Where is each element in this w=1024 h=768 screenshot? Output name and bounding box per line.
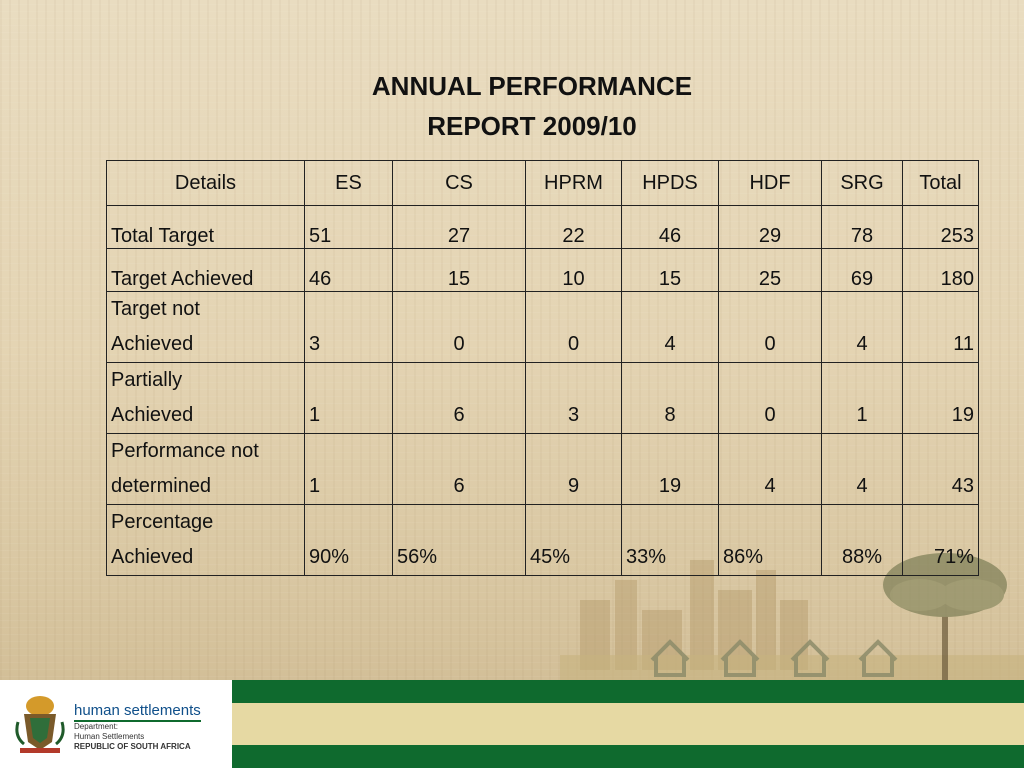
table-cell: 56% xyxy=(392,504,526,576)
header-hpds: HPDS xyxy=(621,160,719,206)
coat-of-arms-icon xyxy=(15,696,65,753)
table-cell: 15 xyxy=(621,248,719,292)
table-cell: 0 xyxy=(525,291,622,363)
row-label-line-1: Performance not xyxy=(111,440,259,462)
row-label: Partially Achieved xyxy=(106,362,305,434)
row-label-line-2: determined xyxy=(111,475,212,497)
house-icon xyxy=(650,639,898,677)
table-cell: 29 xyxy=(718,205,822,249)
row-label-line-1: Percentage xyxy=(111,511,214,533)
table-cell: 0 xyxy=(718,291,822,363)
table-cell: 46 xyxy=(304,248,393,292)
header-hdf: HDF xyxy=(718,160,822,206)
table-cell: 4 xyxy=(821,433,903,505)
table-cell: 19 xyxy=(621,433,719,505)
title-line-1: ANNUAL PERFORMANCE xyxy=(371,71,693,101)
table-row: Partially Achieved 1 6 3 8 0 1 19 xyxy=(106,362,979,434)
row-label-line-2: Achieved xyxy=(111,333,194,355)
header-hprm: HPRM xyxy=(525,160,622,206)
table-cell: 3 xyxy=(525,362,622,434)
header-es: ES xyxy=(304,160,393,206)
table-cell: 1 xyxy=(304,362,393,434)
table-cell: 180 xyxy=(902,248,979,292)
header-details: Details xyxy=(106,160,305,206)
table-cell: 6 xyxy=(392,433,526,505)
table-cell: 15 xyxy=(392,248,526,292)
dept-line-3: REPUBLIC OF SOUTH AFRICA xyxy=(74,742,191,751)
performance-table: Details ES CS HPRM HPDS HDF SRG Total To… xyxy=(106,160,979,576)
header-total: Total xyxy=(902,160,979,206)
table-cell: 10 xyxy=(525,248,622,292)
table-cell: 1 xyxy=(304,433,393,505)
footer-stripe-top xyxy=(232,680,1024,703)
table-cell: 253 xyxy=(902,205,979,249)
table-cell: 8 xyxy=(621,362,719,434)
table-cell: 22 xyxy=(525,205,622,249)
header-cs: CS xyxy=(392,160,526,206)
table-cell: 33% xyxy=(621,504,719,576)
table-cell: 4 xyxy=(821,291,903,363)
table-cell: 0 xyxy=(392,291,526,363)
table-cell: 27 xyxy=(392,205,526,249)
row-label: Total Target xyxy=(106,205,305,249)
table-cell: 51 xyxy=(304,205,393,249)
table-row: Performance not determined 1 6 9 19 4 4 4… xyxy=(106,433,979,505)
table-cell: 1 xyxy=(821,362,903,434)
table-cell: 43 xyxy=(902,433,979,505)
dept-line-2: Human Settlements xyxy=(74,732,145,741)
table-cell: 45% xyxy=(525,504,622,576)
table-cell: 19 xyxy=(902,362,979,434)
table-header-row: Details ES CS HPRM HPDS HDF SRG Total xyxy=(106,160,979,206)
table-cell: 90% xyxy=(304,504,393,576)
table-cell: 71% xyxy=(902,504,979,576)
table-cell: 11 xyxy=(902,291,979,363)
dept-line-1: Department: xyxy=(74,722,119,731)
brand-block: human settlements Department: Human Sett… xyxy=(74,702,201,752)
brand-name: human settlements xyxy=(74,702,201,722)
table-cell: 46 xyxy=(621,205,719,249)
row-label: Performance not determined xyxy=(106,433,305,505)
table-row: Target not Achieved 3 0 0 4 0 4 11 xyxy=(106,291,979,363)
table-cell: 0 xyxy=(718,362,822,434)
logo-area: human settlements Department: Human Sett… xyxy=(0,680,232,768)
footer: human settlements Department: Human Sett… xyxy=(0,680,1024,768)
row-label: Percentage Achieved xyxy=(106,504,305,576)
table-cell: 3 xyxy=(304,291,393,363)
row-label-line-1: Target not xyxy=(111,298,200,320)
table-cell: 78 xyxy=(821,205,903,249)
table-row: Percentage Achieved 90% 56% 45% 33% 86% 8… xyxy=(106,504,979,576)
table-row: Total Target 51 27 22 46 29 78 253 xyxy=(106,205,979,249)
footer-stripe-bottom xyxy=(232,745,1024,768)
table-cell: 9 xyxy=(525,433,622,505)
table-cell: 69 xyxy=(821,248,903,292)
table-cell: 25 xyxy=(718,248,822,292)
footer-stripe-middle: 18 xyxy=(232,703,1024,762)
table-cell: 6 xyxy=(392,362,526,434)
table-cell: 4 xyxy=(621,291,719,363)
table-cell: 88% xyxy=(821,504,903,576)
title-line-2: REPORT 2009/10 xyxy=(427,111,637,141)
row-label: Target not Achieved xyxy=(106,291,305,363)
row-label-line-2: Achieved xyxy=(111,546,194,568)
table-row: Target Achieved 46 15 10 15 25 69 180 xyxy=(106,248,979,292)
table-cell: 86% xyxy=(718,504,822,576)
slide-title: ANNUAL PERFORMANCE REPORT 2009/10 xyxy=(0,66,1024,146)
row-label-line-1: Partially xyxy=(111,369,183,391)
header-srg: SRG xyxy=(821,160,903,206)
table-cell: 4 xyxy=(718,433,822,505)
row-label: Target Achieved xyxy=(106,248,305,292)
row-label-line-2: Achieved xyxy=(111,404,194,426)
